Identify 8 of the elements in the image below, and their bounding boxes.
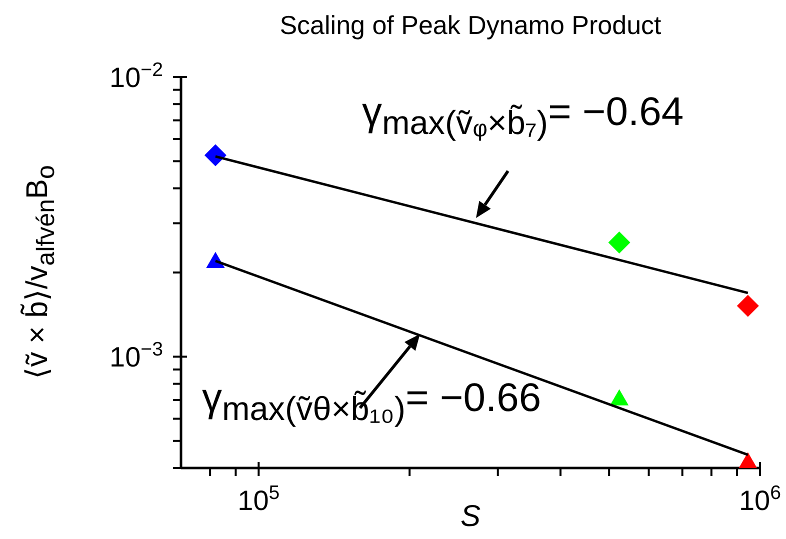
y-tick-label: 10$^{−2}$: [110, 59, 163, 93]
x-tick-label: 10$^{6}$: [738, 482, 782, 516]
x-axis-title: S: [460, 500, 480, 533]
x-tick-label: 10$^{5}$: [238, 482, 280, 516]
y-tick-label: 10$^{−3}$: [110, 338, 164, 373]
annotation: γ$_{max(ṽᵩ×b̃₇)}$= −0.64: [362, 90, 684, 142]
chart-title: Scaling of Peak Dynamo Product: [278, 10, 662, 41]
annotation: γ$_{max(ṽθ×b̃₁₀)}$= −0.66: [202, 376, 542, 428]
